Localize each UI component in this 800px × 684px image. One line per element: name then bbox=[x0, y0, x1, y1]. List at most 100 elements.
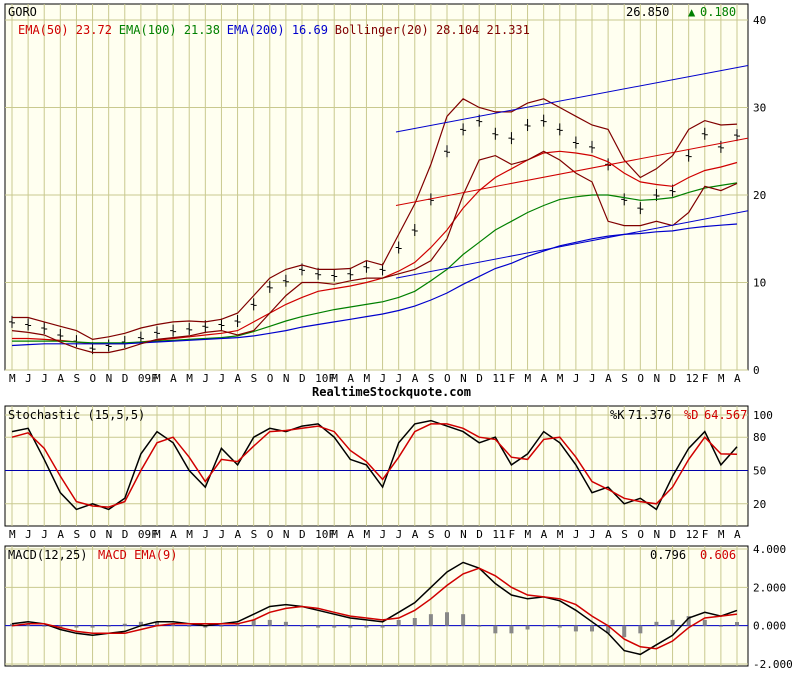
x-tick-label: J bbox=[202, 528, 209, 541]
macd-histogram-bar bbox=[718, 625, 723, 627]
x-tick-label: N bbox=[653, 372, 660, 385]
x-tick-label: M bbox=[331, 372, 338, 385]
macd-histogram-bar bbox=[122, 623, 127, 626]
y-tick-label: 20 bbox=[753, 189, 766, 202]
macd-ema-line bbox=[11, 567, 738, 650]
x-tick-label: O bbox=[444, 372, 451, 385]
macd-histogram-bar bbox=[735, 622, 739, 626]
x-tick-label: D bbox=[476, 372, 483, 385]
x-tick-label: M bbox=[525, 372, 532, 385]
macd-histogram-bar bbox=[235, 623, 240, 626]
x-tick-label: A bbox=[347, 528, 354, 541]
macd-histogram-bar bbox=[380, 625, 385, 628]
macd-histogram-bar bbox=[90, 625, 95, 628]
price-legend: EMA(50) 23.72 EMA(100) 21.38 EMA(200) 16.6… bbox=[18, 23, 530, 37]
macd-histogram-bar bbox=[58, 625, 63, 628]
x-tick-label: A bbox=[541, 528, 548, 541]
x-tick-label: F bbox=[508, 528, 515, 541]
x-tick-label: S bbox=[621, 528, 628, 541]
x-tick-label: M bbox=[186, 528, 193, 541]
macd-histogram-bar bbox=[219, 625, 224, 627]
symbol-label: GORO bbox=[8, 5, 37, 19]
x-tick-label: D bbox=[122, 372, 129, 385]
y-tick-label: 0.000 bbox=[753, 620, 786, 633]
x-tick-label: 10F bbox=[315, 528, 335, 541]
macd-histogram-bar bbox=[557, 625, 562, 628]
x-tick-label: A bbox=[57, 372, 64, 385]
x-tick-label: A bbox=[605, 528, 612, 541]
macd-ema-value: 0.606 bbox=[700, 548, 736, 562]
x-tick-label: D bbox=[670, 372, 677, 385]
macd-histogram-bar bbox=[686, 616, 691, 626]
macd-histogram-bar bbox=[638, 625, 643, 634]
x-tick-label: O bbox=[444, 528, 451, 541]
y-tick-label: 20 bbox=[753, 498, 766, 511]
x-tick-label: 09F bbox=[138, 528, 158, 541]
macd-histogram-bar bbox=[316, 625, 321, 628]
x-tick-label: 12 bbox=[686, 528, 699, 541]
macd-histogram-bar bbox=[590, 625, 594, 632]
macd-histogram-bar bbox=[493, 625, 498, 634]
macd-histogram-bar bbox=[445, 612, 449, 626]
trend-line-upper bbox=[395, 65, 749, 133]
macd-histogram-bar bbox=[670, 619, 675, 626]
ema200-line bbox=[11, 223, 738, 347]
x-tick-label: D bbox=[299, 372, 306, 385]
macd-histogram-bar bbox=[155, 621, 159, 626]
x-tick-label: J bbox=[589, 372, 596, 385]
ema100-line bbox=[12, 182, 738, 344]
x-tick-label: D bbox=[476, 528, 483, 541]
x-tick-label: J bbox=[573, 528, 580, 541]
macd-histogram-bar bbox=[26, 623, 31, 626]
x-tick-label: N bbox=[460, 372, 467, 385]
x-tick-label: S bbox=[251, 372, 258, 385]
x-tick-label: D bbox=[122, 528, 129, 541]
legend-label-2: EMA(200) 16.69 bbox=[227, 23, 328, 37]
x-tick-label: M bbox=[525, 528, 532, 541]
x-tick-label: J bbox=[396, 372, 403, 385]
y-tick-label: 100 bbox=[753, 409, 773, 422]
x-tick-label: D bbox=[670, 528, 677, 541]
macd-histogram-bar bbox=[396, 619, 401, 626]
macd-histogram-bar bbox=[203, 625, 208, 628]
macd-histogram-bar bbox=[606, 625, 611, 634]
x-tick-label: S bbox=[73, 372, 80, 385]
macd-histogram-bar bbox=[283, 621, 288, 626]
x-tick-label: S bbox=[621, 372, 628, 385]
x-tick-label: O bbox=[267, 528, 274, 541]
x-tick-label: J bbox=[41, 372, 48, 385]
y-tick-label: 30 bbox=[753, 102, 766, 115]
x-tick-label: J bbox=[573, 372, 580, 385]
y-tick-label: 40 bbox=[753, 14, 766, 27]
macd-histogram-bar bbox=[138, 621, 143, 626]
stochastic-panel bbox=[4, 405, 749, 527]
macd-histogram-bar bbox=[106, 625, 111, 627]
legend-label-3: Bollinger(20) 28.104 21.331 bbox=[335, 23, 530, 37]
bollinger-upper-line bbox=[12, 98, 738, 341]
macd-line bbox=[11, 561, 738, 656]
macd-histogram-bar bbox=[541, 625, 546, 627]
stochastic-title: Stochastic (15,5,5) bbox=[8, 408, 145, 422]
bollinger-lower-line bbox=[11, 150, 738, 354]
y-tick-label: 2.000 bbox=[753, 581, 786, 594]
price-change: 0.180 bbox=[700, 5, 736, 19]
x-tick-label: J bbox=[396, 528, 403, 541]
x-tick-label: 11 bbox=[492, 528, 505, 541]
x-tick-label: A bbox=[734, 528, 741, 541]
x-tick-label: A bbox=[541, 372, 548, 385]
x-tick-label: J bbox=[41, 528, 48, 541]
stoch-k-label: %K bbox=[610, 408, 625, 422]
stoch-k-value: 71.376 bbox=[628, 408, 671, 422]
x-tick-label: N bbox=[106, 372, 113, 385]
grid-lines bbox=[5, 4, 748, 666]
macd-ema-title: MACD EMA(9) bbox=[98, 548, 177, 562]
trend-line-middle bbox=[395, 137, 749, 206]
macd-histogram-bar bbox=[251, 619, 256, 626]
stoch-k-line bbox=[11, 419, 738, 511]
x-tick-label: A bbox=[347, 372, 354, 385]
x-tick-label: A bbox=[170, 528, 177, 541]
x-tick-label: J bbox=[25, 528, 32, 541]
x-tick-label: A bbox=[734, 372, 741, 385]
trend-line-lower bbox=[395, 210, 749, 279]
